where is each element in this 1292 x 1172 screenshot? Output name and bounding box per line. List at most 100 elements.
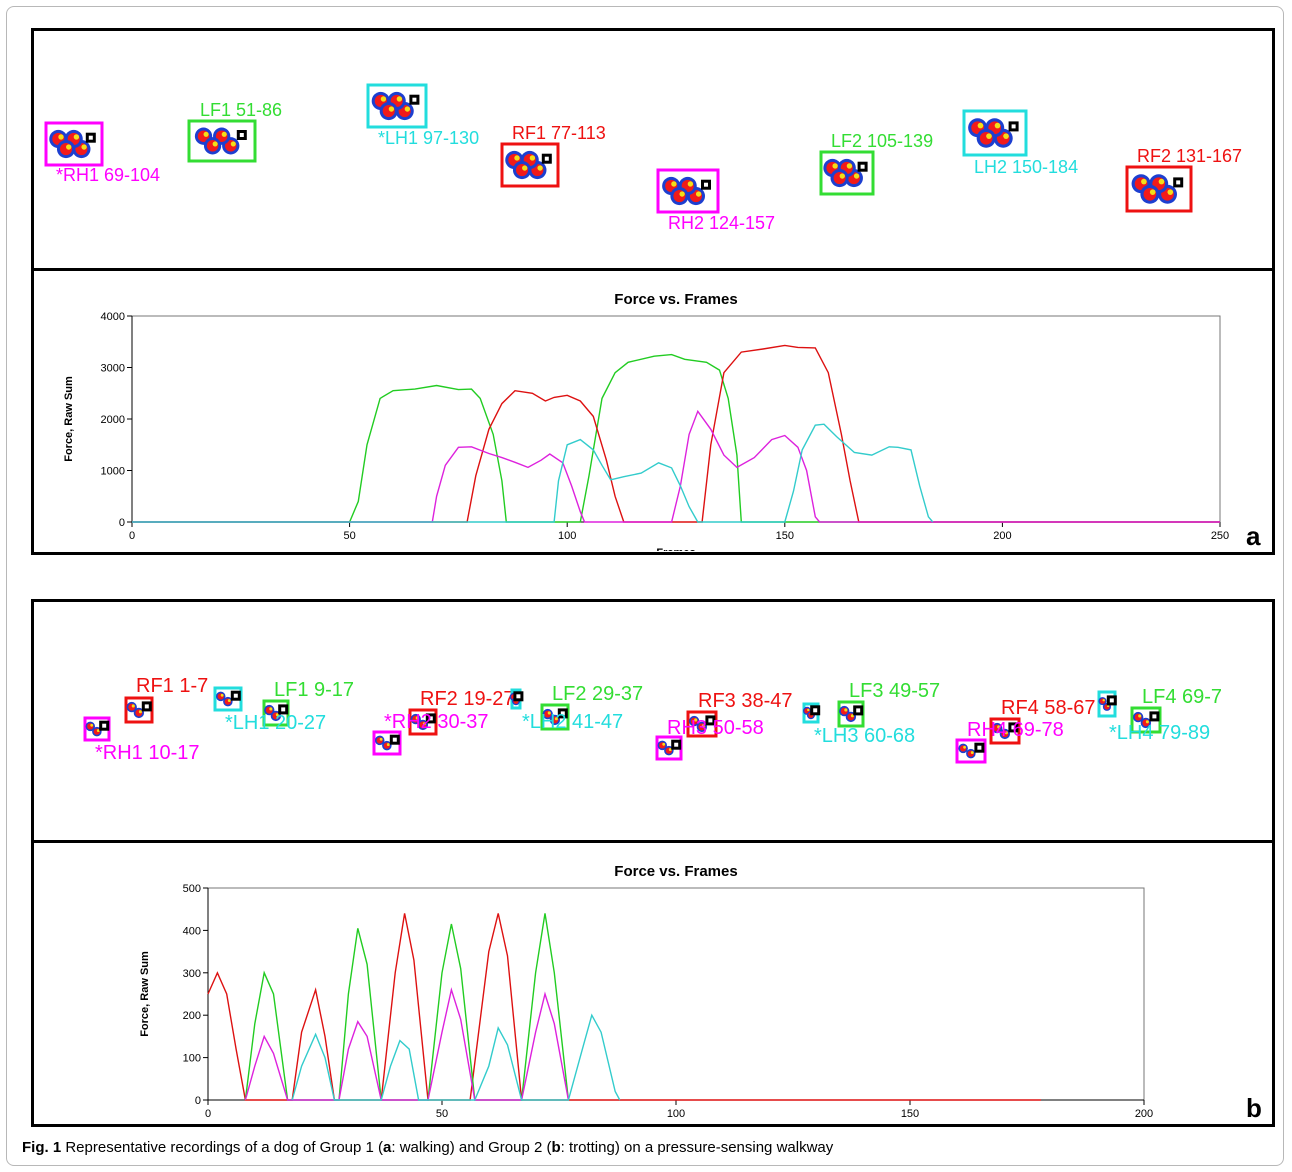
pressure-blob-peak (230, 141, 236, 147)
pressure-blob-peak (1145, 720, 1149, 724)
walkway-b-paw-8: *LH2 41-47 (509, 688, 623, 733)
chart-a-x-tick-label: 0 (129, 530, 135, 542)
paw-marker-dot (708, 718, 713, 723)
pressure-blob-peak (90, 723, 94, 727)
walkway-b-paw-9: RF3 38-47 (686, 690, 793, 738)
paw-marker-dot (704, 182, 708, 187)
caption-text-1: Representative recordings of a dog of Gr… (61, 1139, 384, 1156)
panel-b-divider (34, 840, 1272, 843)
paw-marker-dot (674, 742, 679, 747)
chart-a-x-tick-label: 250 (1211, 530, 1229, 542)
paw-label: RF1 1-7 (136, 675, 208, 697)
pressure-blob-peak (66, 144, 72, 150)
pressure-blob-peak (832, 163, 838, 169)
pressure-blob-peak (227, 699, 231, 702)
paw-marker-dot (544, 156, 549, 161)
chart-b-y-tick-label: 500 (183, 883, 201, 895)
pressure-blob-peak (220, 693, 224, 697)
pressure-blob-peak (1141, 178, 1147, 185)
chart-b-series-4 (291, 1013, 621, 1101)
pressure-blob-peak (81, 144, 87, 150)
pressure-blob-peak (679, 191, 685, 197)
paw-marker-dot (102, 723, 107, 728)
walkway-b-paw-15: LF4 69-7 (1130, 686, 1222, 734)
walkway-b-paw-16: *LH4 79-89 (1097, 690, 1210, 744)
paw-label: RF4 58-67 (1001, 697, 1096, 719)
chart-a-series-1 (132, 353, 1220, 523)
panel-b: RF1 1-7 LF1 9-17 *LH1 20-27 *RH1 10-17 RF2 1… (31, 599, 1275, 1127)
walkway-b-paw-6: *RH2 30-37 (372, 711, 489, 756)
chart-b-y-label: Force, Raw Sum (139, 951, 151, 1037)
pressure-blob-peak (807, 708, 810, 712)
caption-text-3: : trotting) on a pressure-sensing walkwa… (560, 1139, 834, 1156)
pressure-blob-peak (514, 155, 520, 161)
walkway-b-paw-2: LF1 9-17 (262, 679, 354, 727)
pressure-blob-peak (1004, 731, 1008, 735)
pressure-blob-peak (396, 96, 403, 102)
chart-a-plot-frame (131, 315, 1221, 523)
pressure-blob-peak (131, 704, 135, 708)
pressure-blob-peak (970, 751, 974, 754)
chart-b-y-tick-label: 0 (195, 1095, 201, 1107)
caption-b-letter: b (551, 1139, 561, 1156)
chart-b: Force vs. Frames 0 50 100 150 200 0 100 200 300 40… (139, 863, 1153, 1120)
walkway-b-paw-14: RH4 69-78 (955, 719, 1064, 764)
pressure-blob-peak (850, 714, 854, 718)
paw-marker-dot (1011, 725, 1016, 730)
chart-b-series-1 (207, 913, 1041, 1101)
chart-a-y-tick-label: 4000 (101, 311, 125, 323)
paw-marker-dot (860, 164, 865, 169)
chart-b-series-3 (244, 987, 570, 1101)
chart-a-y-tick-label: 3000 (101, 363, 125, 375)
caption-a-letter: a (383, 1139, 392, 1156)
paw-marker-dot (813, 708, 818, 713)
pressure-blob-peak (687, 181, 694, 187)
chart-b-y-tick-label: 400 (183, 925, 201, 937)
pressure-blob-peak (221, 131, 227, 137)
chart-b-x-tick-label: 100 (667, 1108, 685, 1120)
walkway-b-paw-10: RH3 50-58 (655, 717, 764, 761)
pressure-blob-peak (997, 725, 1001, 729)
paw-marker-dot (856, 708, 861, 713)
caption-label: Fig. 1 (22, 1139, 62, 1156)
paw-label: LF1 9-17 (274, 679, 354, 701)
pressure-blob-peak (1138, 714, 1142, 718)
chart-a-y-label: Force, Raw Sum (63, 376, 75, 462)
chart-a-title: Force vs. Frames (614, 291, 737, 308)
pressure-blob-peak (1102, 699, 1105, 702)
walkway-a-paw-4: RF1 77-113 (500, 123, 606, 188)
chart-b-y-tick-label: 200 (183, 1010, 201, 1022)
pressure-blob-peak (138, 710, 142, 714)
chart-a-x-tick-label: 150 (776, 530, 794, 542)
pressure-blob-peak (963, 745, 966, 749)
pressure-blob-peak (695, 191, 702, 197)
paw-label: *LH4 79-89 (1109, 722, 1210, 744)
pressure-blob-peak (203, 131, 209, 137)
paw-marker-dot (88, 135, 93, 140)
pressure-blob-peak (269, 707, 273, 711)
paw-label: LF1 51-86 (200, 100, 282, 120)
pressure-blob-peak (668, 748, 672, 751)
paw-label: LF2 105-139 (831, 131, 933, 151)
walkway-b: RF1 1-7 LF1 9-17 *LH1 20-27 *RH1 10-17 RF2 1… (83, 675, 1222, 764)
chart-b-y-tick-label: 300 (183, 968, 201, 980)
paw-marker-dot (1176, 180, 1181, 185)
walkway-a: *RH1 69-104 LF1 51-86 *LH1 97-130 RF1 77-11… (44, 83, 1242, 233)
chart-a-x-tick-label: 200 (993, 530, 1011, 542)
paw-label: RF2 131-167 (1137, 146, 1242, 166)
figure-caption: Fig. 1 Representative recordings of a do… (22, 1139, 833, 1156)
walkway-b-paw-12: *LH3 60-68 (802, 702, 915, 747)
chart-a-x-tick-label: 100 (558, 530, 576, 542)
paw-label: RH3 50-58 (667, 717, 764, 739)
panel-b-letter: b (1246, 1093, 1262, 1123)
pressure-blob-peak (1149, 189, 1156, 195)
chart-a: Force vs. Frames 0 50 100 150 200 250 0 1000 2000… (63, 291, 1229, 551)
paw-marker-dot (977, 745, 982, 750)
pressure-blob-peak (386, 743, 390, 746)
chart-a-y-tick-label: 1000 (101, 466, 125, 478)
walkway-b-paw-3: *LH1 20-27 (213, 686, 326, 734)
walkway-b-paw-4: *RH1 10-17 (83, 716, 200, 764)
chart-b-x-tick-label: 50 (436, 1108, 448, 1120)
pressure-blob-peak (977, 122, 984, 129)
walkway-b-paw-13: RF4 58-67 (989, 697, 1096, 745)
